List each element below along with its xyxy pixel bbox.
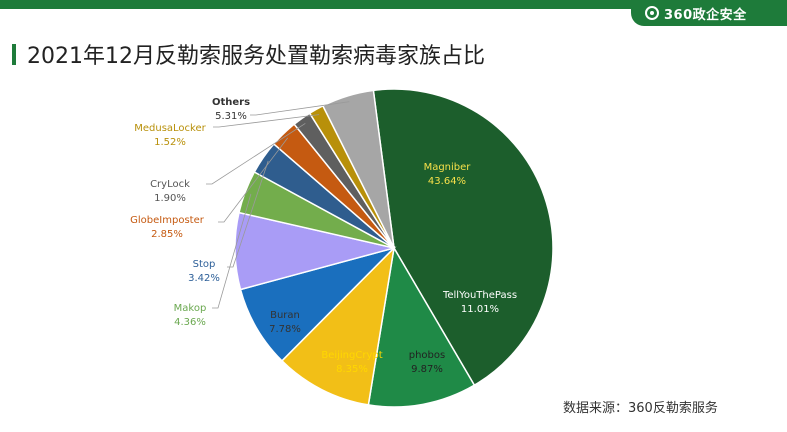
pie-label-others: Others 5.31% [212, 97, 250, 122]
slice-name-magniber: Magniber [424, 162, 472, 173]
leader-line-others [250, 101, 350, 116]
slice-name-others: Others [212, 97, 250, 108]
slice-name-buran: Buran [270, 310, 300, 321]
brand-badge: 360政企安全 [631, 0, 787, 26]
leader-line-crylock [206, 123, 306, 185]
leader-line-makop [212, 193, 252, 309]
slice-name-makop: Makop [174, 303, 207, 314]
slice-percent-magniber: 43.64% [428, 176, 466, 187]
source-note: 数据来源：360反勒索服务 [563, 401, 718, 416]
slice-name-beijingcrypt: BeijingCrypt [321, 350, 382, 361]
slice-name-medusalocker: MedusaLocker [134, 123, 206, 134]
leader-line-stop [227, 160, 269, 268]
leader-line-medusalocker [213, 114, 320, 128]
slice-name-tellyouthepass: TellYouThePass [442, 290, 517, 301]
top-accent-bar [0, 0, 787, 9]
slice-percent-medusalocker: 1.52% [154, 137, 186, 148]
slice-percent-buran: 7.78% [269, 324, 301, 335]
slice-percent-globeimposter: 2.85% [151, 229, 183, 240]
slice-name-stop: Stop [193, 259, 216, 270]
brand-label: 360政企安全 [664, 7, 747, 23]
pie-label-crylock: CryLock 1.90% [150, 179, 190, 204]
slice-percent-phobos: 9.87% [411, 364, 443, 375]
slice-name-crylock: CryLock [150, 179, 190, 190]
slice-name-globeimposter: GlobeImposter [130, 215, 205, 226]
pie-label-buran: Buran 7.78% [269, 310, 301, 335]
pie-slice-tellyouthepass [367, 245, 476, 408]
slice-percent-crylock: 1.90% [154, 193, 186, 204]
pie-slice-phobos [280, 245, 396, 406]
slice-percent-stop: 3.42% [188, 273, 220, 284]
pie-label-magniber: Magniber 43.64% [424, 162, 472, 187]
page-title: 2021年12月反勒索服务处置勒索病毒家族占比 [27, 44, 485, 69]
slice-name-phobos: phobos [409, 350, 445, 361]
pie-label-beijingcrypt: BeijingCrypt 8.35% [321, 350, 382, 375]
pie-label-makop: Makop 4.36% [174, 303, 207, 328]
pie-label-phobos: phobos 9.87% [409, 350, 445, 375]
slice-percent-beijingcrypt: 8.35% [336, 364, 368, 375]
pie-label-tellyouthepass: TellYouThePass 11.01% [442, 290, 517, 315]
leader-line-globeimposter [218, 137, 289, 223]
slice-percent-tellyouthepass: 11.01% [461, 304, 499, 315]
title-accent-bar [12, 44, 16, 65]
pie-label-globeimposter: GlobeImposter 2.85% [130, 215, 205, 240]
slice-percent-makop: 4.36% [174, 317, 206, 328]
slice-percent-others: 5.31% [215, 111, 247, 122]
pie-label-medusalocker: MedusaLocker 1.52% [134, 123, 206, 148]
pie-slice-magniber [372, 88, 554, 387]
pie-label-stop: Stop 3.42% [188, 259, 220, 284]
brand-logo-icon [645, 6, 659, 20]
